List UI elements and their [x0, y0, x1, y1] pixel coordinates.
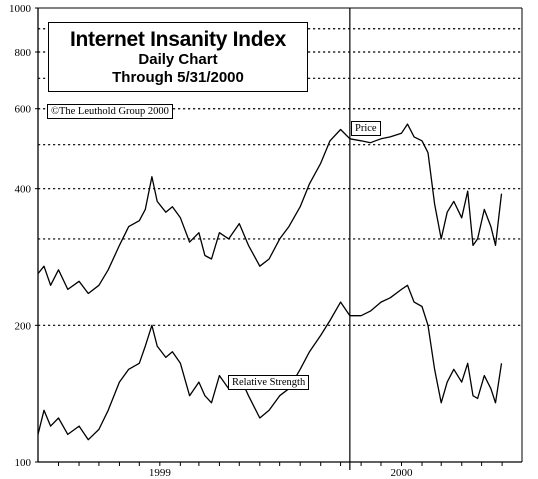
chart-title-box: Internet Insanity Index Daily Chart Thro… [48, 22, 308, 92]
legend-price-label: Price [351, 121, 381, 136]
chart-title: Internet Insanity Index [70, 28, 286, 51]
x-tick-label-1999: 1999 [149, 467, 172, 479]
x-tick-labels: 1999 2000 [149, 467, 413, 479]
series-line-price [37, 123, 503, 295]
y-tick-label-200: 200 [15, 320, 32, 332]
chart-subtitle-through: Through 5/31/2000 [112, 69, 244, 86]
y-tick-label-1000: 1000 [9, 3, 32, 15]
series-lines [37, 123, 503, 441]
y-tick-labels: 100 200 400 600 800 1000 [9, 3, 32, 469]
legend-relative-strength-label: Relative Strength [228, 375, 310, 390]
y-tick-label-400: 400 [15, 184, 32, 196]
x-tick-label-2000: 2000 [390, 467, 413, 479]
copyright-label: ©The Leuthold Group 2000 [47, 104, 173, 119]
series-line-relative-strength [37, 284, 503, 441]
y-tick-label-800: 800 [15, 47, 32, 59]
axis-ticks [35, 7, 503, 466]
y-tick-label-600: 600 [15, 104, 32, 116]
chart-subtitle-daily: Daily Chart [138, 51, 218, 68]
y-tick-label-100: 100 [15, 457, 32, 469]
